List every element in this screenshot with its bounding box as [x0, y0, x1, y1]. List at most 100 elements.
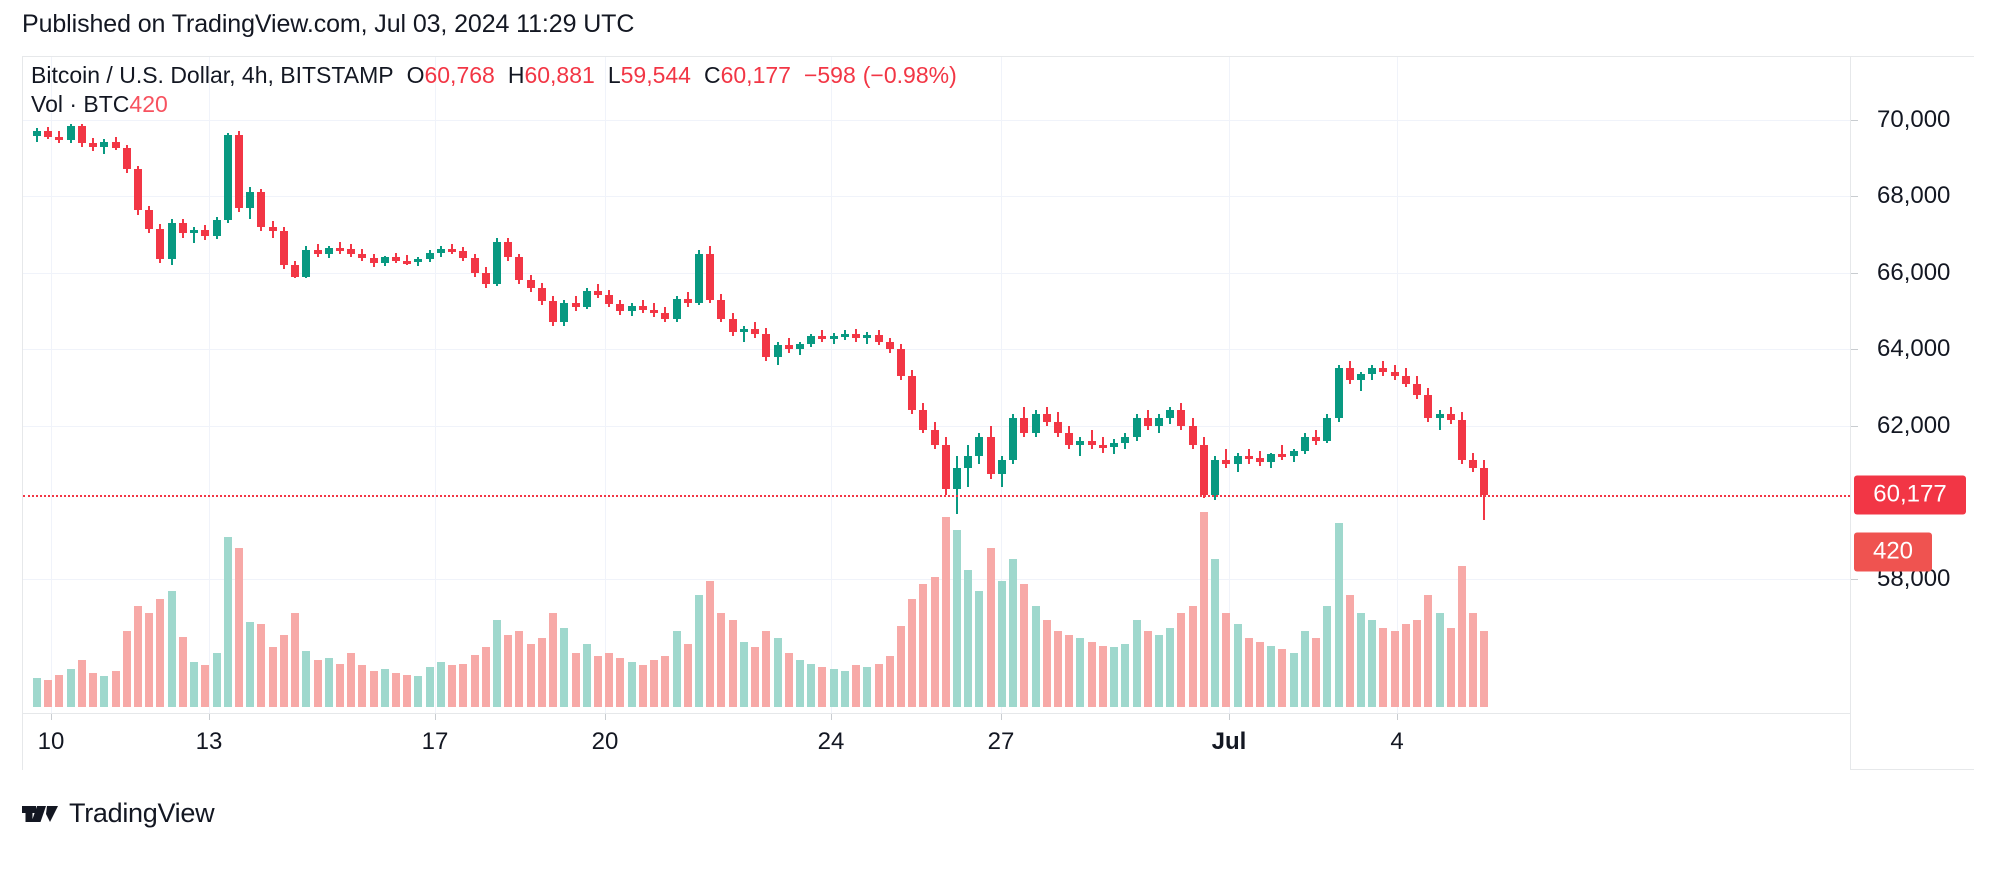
volume-bar: [223, 537, 232, 707]
volume-bar: [89, 672, 98, 707]
price-axis-label: 68,000: [1877, 182, 1951, 210]
last-price-line: [23, 495, 1850, 498]
candle-wick: [1101, 437, 1104, 453]
vertical-gridline: [605, 57, 606, 713]
candle-body: [1480, 467, 1489, 496]
last-volume-badge[interactable]: 420: [1854, 532, 1932, 572]
legend-low-value: 59,544: [620, 62, 691, 88]
last-price-badge[interactable]: 60,177: [1854, 475, 1966, 515]
candle-body: [1143, 418, 1152, 426]
volume-bar: [807, 663, 816, 707]
volume-bar: [493, 620, 502, 707]
price-axis-label: 70,000: [1877, 105, 1951, 133]
volume-bar: [369, 670, 378, 707]
candle-body: [549, 301, 558, 323]
candle-body: [1155, 418, 1163, 426]
candle-body: [1244, 456, 1253, 460]
volume-bar: [403, 674, 412, 707]
volume-bar: [1233, 623, 1242, 707]
candle-body: [1435, 414, 1444, 419]
volume-bar: [661, 656, 670, 707]
candle-body: [291, 265, 300, 277]
volume-bar: [1155, 634, 1163, 707]
volume-bar: [1469, 613, 1478, 707]
candle-body: [89, 143, 98, 148]
volume-bar: [504, 634, 513, 707]
volume-bar: [784, 652, 793, 707]
volume-bar: [291, 613, 300, 707]
vertical-gridline: [435, 57, 436, 713]
tradingview-footer: TradingView: [22, 798, 215, 829]
volume-bar: [279, 634, 288, 707]
volume-bar: [1098, 645, 1107, 707]
volume-bar: [1199, 512, 1208, 707]
candle-body: [829, 335, 838, 339]
volume-bar: [908, 598, 917, 707]
legend-high-value: 60,881: [524, 62, 595, 88]
candle-body: [190, 229, 199, 233]
candle-body: [448, 249, 457, 253]
candle-body: [1323, 418, 1332, 442]
candle-body: [268, 226, 277, 232]
volume-bar: [100, 676, 109, 707]
chart-frame: Bitcoin / U.S. Dollar, 4h, BITSTAMP O60,7…: [22, 56, 1975, 770]
vertical-gridline: [209, 57, 210, 713]
vertical-gridline: [1229, 57, 1230, 713]
volume-bar: [414, 676, 423, 707]
candle-body: [33, 131, 41, 136]
time-axis-label: 24: [817, 728, 845, 755]
volume-bar: [167, 591, 176, 707]
candle-body: [1255, 458, 1264, 463]
volume-bar: [122, 631, 131, 707]
candle-body: [1065, 433, 1074, 445]
volume-bar: [863, 667, 872, 707]
candle-body: [908, 376, 917, 411]
candle-body: [919, 410, 928, 430]
candle-body: [728, 318, 737, 333]
vertical-gridline: [1001, 57, 1002, 713]
candle-body: [717, 299, 726, 319]
chart-pane[interactable]: Bitcoin / U.S. Dollar, 4h, BITSTAMP O60,7…: [23, 57, 1850, 769]
candle-body: [425, 252, 434, 260]
volume-bar: [1222, 613, 1231, 707]
time-axis-label: 20: [591, 728, 619, 755]
volume-bar: [526, 643, 535, 707]
volume-bar: [1368, 620, 1377, 707]
legend-close-label: C: [703, 62, 721, 88]
candle-body: [167, 223, 176, 260]
candle-body: [795, 343, 804, 350]
legend-symbol-title: Bitcoin / U.S. Dollar, 4h, BITSTAMP: [31, 62, 394, 88]
volume-bar: [616, 658, 625, 707]
volume-bar: [257, 623, 266, 707]
volume-bar: [964, 569, 973, 707]
time-axis-label: 27: [987, 728, 1015, 755]
candle-wick: [193, 226, 196, 243]
volume-bar: [1345, 595, 1354, 707]
candle-body: [975, 437, 984, 457]
candle-body: [1379, 368, 1388, 373]
candle-body: [1009, 418, 1018, 461]
candle-wick: [1438, 410, 1441, 430]
volume-bar: [852, 665, 861, 707]
volume-bar: [1166, 627, 1175, 707]
candle-body: [414, 259, 423, 263]
price-axis-label: 62,000: [1877, 411, 1951, 439]
candle-body: [986, 437, 995, 474]
volume-bar: [313, 660, 322, 707]
time-axis[interactable]: 10 13 17 20 24 27 Jul 4: [23, 713, 1850, 770]
horizontal-gridline: [23, 120, 1850, 121]
volume-bar: [33, 678, 41, 707]
candle-body: [223, 135, 232, 220]
volume-bar: [930, 577, 939, 707]
candle-body: [347, 249, 356, 254]
candle-body: [582, 291, 591, 308]
price-axis[interactable]: 70,000 68,000 66,000 64,000 62,000 58,000 60,1…: [1850, 57, 1975, 769]
time-axis-tick: [831, 714, 832, 720]
candle-body: [335, 247, 344, 251]
volume-bar: [650, 660, 659, 707]
time-axis-label: 10: [37, 728, 65, 755]
candle-body: [638, 306, 647, 311]
volume-bar: [44, 679, 53, 707]
volume-bar: [1076, 638, 1085, 707]
candle-body: [1401, 376, 1410, 384]
